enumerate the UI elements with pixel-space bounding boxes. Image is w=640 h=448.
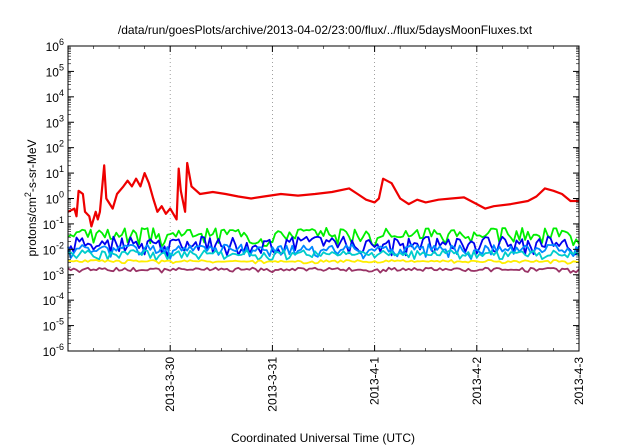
y-tick-label: 103 — [46, 113, 64, 130]
x-axis-label: Coordinated Universal Time (UTC) — [231, 431, 415, 445]
x-axis: 2013-3-30 2013-3-31 2013-4-1 2013-4-2 2013-4… — [67, 46, 586, 412]
series-line — [67, 266, 580, 274]
grid-lines — [169, 46, 478, 351]
series-line — [67, 235, 580, 258]
y-tick-label: 10-4 — [43, 291, 64, 308]
y-tick-label: 104 — [46, 88, 64, 105]
y-axis: 10-6 10-5 10-4 10-3 10-2 10-1 100 101 102 103 104 1… — [43, 37, 579, 359]
chart-title: /data/run/goesPlots/archive/2013-04-02/2… — [118, 23, 533, 37]
y-tick-label: 10-2 — [43, 240, 64, 257]
y-tick-label: 10-3 — [43, 266, 64, 283]
y-tick-label: 10-6 — [43, 342, 64, 359]
x-tick-label: 2013-4-1 — [368, 357, 382, 405]
x-tick-label: 2013-4-3 — [572, 357, 586, 405]
x-tick-label: 2013-3-30 — [163, 357, 177, 412]
y-tick-label: 106 — [46, 37, 64, 54]
plot-frame — [67, 45, 580, 352]
series-line — [67, 161, 579, 228]
y-axis-label: protons/cm2-s-sr-MeV — [23, 139, 39, 256]
x-tick-label: 2013-4-2 — [470, 357, 484, 405]
y-tick-label: 10-5 — [43, 317, 64, 334]
data-series — [67, 161, 580, 274]
y-tick-label: 101 — [46, 164, 64, 181]
y-tick-label: 100 — [46, 190, 64, 207]
series-line — [67, 259, 580, 265]
x-tick-label: 2013-3-31 — [265, 357, 279, 412]
series-line — [67, 249, 580, 261]
y-tick-label: 105 — [46, 62, 64, 79]
series-line — [67, 227, 580, 248]
series-line — [67, 243, 580, 260]
y-tick-label: 102 — [46, 139, 64, 156]
y-tick-label: 10-1 — [43, 215, 64, 232]
